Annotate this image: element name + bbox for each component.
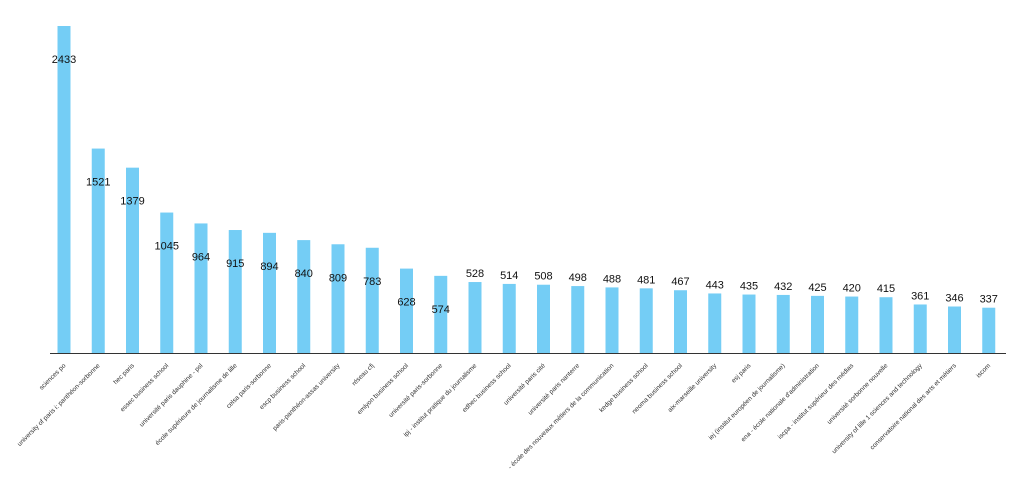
bar-21 — [742, 294, 756, 353]
bar-2 — [91, 148, 105, 353]
x-tick-label-9: paris-panthéon-assas university — [272, 362, 342, 432]
bar-11 — [400, 268, 413, 353]
bar-25 — [879, 297, 893, 353]
x-tick-label-22: iej (institut européen de journalisme) — [708, 362, 787, 441]
bar-9 — [331, 244, 345, 353]
x-tick-label-3: hec paris — [112, 362, 136, 386]
data-label-5: 964 — [192, 251, 210, 263]
data-label-19: 467 — [671, 276, 689, 288]
data-label-22: 432 — [774, 281, 792, 293]
bar-8 — [297, 240, 311, 353]
bar-13 — [468, 282, 482, 353]
data-label-4: 1045 — [155, 241, 179, 253]
data-label-3: 1379 — [120, 196, 144, 208]
bar-3 — [126, 167, 139, 353]
x-tick-label-24: iscpa - institut supérieur des médias — [777, 362, 856, 441]
data-label-9: 809 — [329, 272, 347, 284]
x-tick-label-5: université paris dauphine - psl — [138, 362, 204, 428]
data-label-15: 508 — [534, 271, 552, 283]
bar-4 — [160, 212, 174, 353]
bar-28 — [982, 307, 996, 353]
bar-14 — [502, 283, 516, 353]
data-label-26: 361 — [911, 290, 929, 302]
data-label-20: 443 — [706, 279, 724, 291]
bar-19 — [674, 290, 687, 353]
data-label-1: 2433 — [52, 54, 76, 66]
x-tick-label-13: ipj - institut pratique du journalisme — [402, 362, 478, 438]
data-label-8: 840 — [295, 268, 313, 280]
bar-16 — [571, 286, 585, 353]
bar-26 — [913, 304, 927, 353]
data-label-10: 783 — [363, 276, 381, 288]
bar-10 — [365, 247, 379, 353]
bar-27 — [948, 306, 961, 353]
data-label-25: 415 — [877, 283, 895, 295]
bar-1 — [57, 26, 71, 353]
x-tick-label-1: sciences po — [38, 362, 67, 391]
data-label-23: 425 — [808, 282, 826, 294]
data-label-24: 420 — [843, 283, 861, 295]
data-label-16: 498 — [569, 272, 587, 284]
x-tick-label-28: iscom — [975, 362, 992, 379]
bar-20 — [708, 293, 722, 353]
data-label-12: 574 — [432, 304, 450, 316]
data-label-27: 346 — [945, 293, 963, 305]
data-label-21: 435 — [740, 281, 758, 293]
data-label-14: 514 — [500, 270, 518, 282]
data-label-13: 528 — [466, 268, 484, 280]
data-label-7: 894 — [260, 261, 278, 273]
data-label-17: 488 — [603, 273, 621, 285]
bar-24 — [845, 296, 859, 353]
bar-23 — [811, 295, 824, 353]
data-label-11: 628 — [397, 297, 415, 309]
bar-6 — [228, 230, 242, 353]
data-label-6: 915 — [226, 258, 244, 270]
bar-7 — [263, 232, 276, 353]
bar-17 — [605, 287, 619, 353]
x-tick-label-25: université sorbonne nouvelle — [826, 362, 890, 426]
x-tick-label-21: esj paris — [730, 362, 753, 385]
data-label-18: 481 — [637, 274, 655, 286]
data-label-28: 337 — [980, 294, 998, 306]
data-label-2: 1521 — [86, 177, 110, 189]
x-tick-label-10: réseau cfj — [351, 362, 376, 387]
bar-12 — [434, 275, 448, 353]
bar-18 — [639, 288, 653, 353]
bar-15 — [537, 284, 550, 353]
bar-5 — [194, 223, 208, 353]
bar-22 — [776, 294, 790, 353]
